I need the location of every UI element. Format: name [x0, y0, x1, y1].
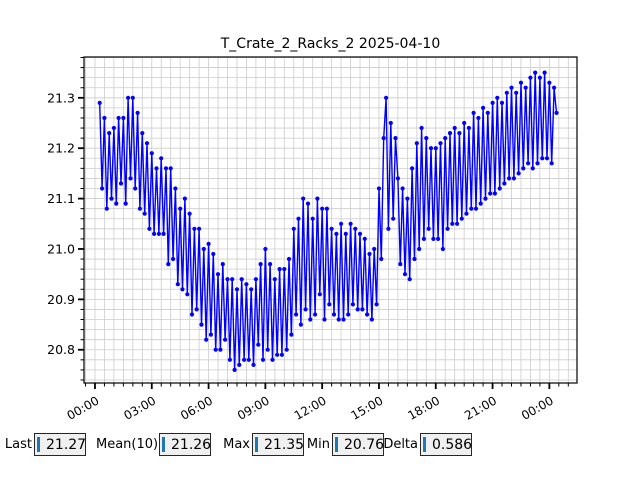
- stat-min-field[interactable]: 20.76: [332, 433, 384, 456]
- text-cursor: [335, 437, 338, 452]
- chart-title: T_Crate_2_Racks_2 2025-04-10: [220, 36, 441, 52]
- stat-last-label: Last: [4, 437, 32, 452]
- stat-delta-field[interactable]: 0.586: [420, 433, 472, 456]
- stat-mean-label: Mean(10): [96, 437, 159, 452]
- svg-text:03:00: 03:00: [121, 393, 158, 422]
- svg-text:18:00: 18:00: [405, 393, 442, 422]
- svg-text:00:00: 00:00: [65, 393, 102, 422]
- stat-delta-value: 0.586: [432, 436, 473, 453]
- series-line: [99, 72, 558, 370]
- svg-text:20.8: 20.8: [47, 342, 75, 357]
- stat-delta-label: Delta: [383, 437, 418, 452]
- plot-frame: [83, 56, 578, 384]
- stat-max-field[interactable]: 21.35: [252, 433, 304, 456]
- stat-min: Min 20.76: [304, 433, 384, 456]
- svg-text:21.2: 21.2: [47, 141, 75, 156]
- stat-last: Last 21.27: [4, 433, 86, 456]
- stat-max-label: Max: [223, 437, 250, 452]
- axis-ticks: [78, 57, 569, 389]
- svg-text:21.3: 21.3: [47, 90, 75, 105]
- svg-text:20.9: 20.9: [47, 292, 75, 307]
- stat-max-value: 21.35: [264, 436, 305, 453]
- svg-text:21.1: 21.1: [47, 191, 75, 206]
- stat-mean-value: 21.26: [171, 436, 212, 453]
- svg-text:21:00: 21:00: [462, 393, 499, 422]
- svg-text:15:00: 15:00: [349, 393, 386, 422]
- stat-delta: Delta 0.586: [380, 433, 472, 456]
- stat-mean: Mean(10) 21.26: [96, 433, 211, 456]
- svg-text:09:00: 09:00: [235, 393, 272, 422]
- text-cursor: [162, 437, 165, 452]
- series-markers: [97, 70, 559, 372]
- text-cursor: [423, 437, 426, 452]
- svg-text:12:00: 12:00: [292, 393, 329, 422]
- stat-max: Max 21.35: [222, 433, 304, 456]
- svg-text:06:00: 06:00: [178, 393, 215, 422]
- text-cursor: [255, 437, 258, 452]
- stat-last-value: 21.27: [46, 436, 87, 453]
- stat-mean-field[interactable]: 21.26: [159, 433, 211, 456]
- text-cursor: [37, 437, 40, 452]
- stat-min-label: Min: [306, 437, 330, 452]
- stat-min-value: 20.76: [344, 436, 385, 453]
- stat-last-field[interactable]: 21.27: [34, 433, 86, 456]
- svg-text:00:00: 00:00: [519, 393, 556, 422]
- temperature-chart: 00:00 03:00 06:00 09:00 12:00 15:00 18:00 21:00…: [47, 56, 578, 423]
- svg-text:21.0: 21.0: [47, 241, 75, 256]
